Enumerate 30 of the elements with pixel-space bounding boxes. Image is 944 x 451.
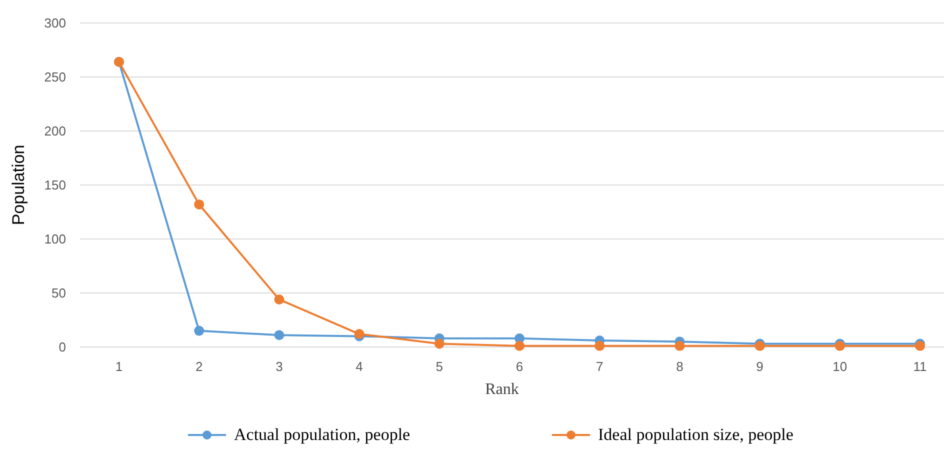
x-tick-label: 8: [676, 359, 684, 374]
x-tick-label: 11: [913, 359, 927, 374]
x-tick-label: 6: [516, 359, 524, 374]
point: [194, 199, 204, 210]
y-tick-label: 50: [52, 286, 66, 301]
point: [514, 340, 524, 351]
point: [274, 330, 284, 340]
point: [594, 340, 605, 351]
y-tick-label: 250: [44, 70, 66, 85]
x-tick-label: 7: [596, 359, 604, 374]
x-tick-label: 5: [436, 359, 444, 374]
point: [434, 338, 444, 349]
point: [194, 326, 204, 336]
point: [674, 340, 685, 351]
y-tick-label: 200: [44, 124, 66, 139]
point: [274, 294, 284, 304]
y-tick-label: 150: [44, 178, 66, 193]
x-tick-label: 9: [756, 359, 764, 374]
legend-label: Ideal population size, people: [598, 425, 794, 444]
x-tick-label: 4: [356, 359, 363, 374]
x-tick-label: 1: [115, 359, 123, 374]
x-tick-label: 2: [195, 359, 203, 374]
y-tick-label: 0: [58, 340, 66, 355]
legend-label: Actual population, people: [234, 425, 410, 444]
x-axis-title: Rank: [485, 381, 519, 398]
y-tick-label: 100: [44, 232, 66, 247]
y-axis-title: Population: [9, 144, 28, 226]
x-tick-label: 10: [832, 359, 848, 374]
x-tick-label: 3: [276, 359, 283, 374]
y-tick-label: 300: [44, 16, 66, 31]
